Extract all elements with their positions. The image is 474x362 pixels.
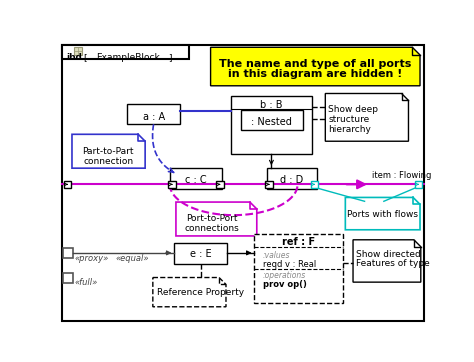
Text: Features of type: Features of type bbox=[356, 259, 430, 268]
Bar bbox=[62, 45, 189, 59]
Text: prov op(): prov op() bbox=[263, 280, 307, 289]
Polygon shape bbox=[72, 134, 145, 168]
Bar bbox=[73, 47, 82, 55]
Text: Port-to-Port: Port-to-Port bbox=[186, 214, 238, 223]
Polygon shape bbox=[346, 197, 420, 230]
Text: d : D: d : D bbox=[280, 175, 303, 185]
Text: ExampleBlock: ExampleBlock bbox=[96, 54, 160, 63]
Bar bbox=[63, 248, 73, 258]
Text: ref : F: ref : F bbox=[282, 237, 315, 247]
Text: b : B: b : B bbox=[260, 100, 283, 110]
Bar bbox=[174, 243, 227, 264]
Text: Reference Property: Reference Property bbox=[157, 288, 244, 297]
Polygon shape bbox=[353, 240, 421, 282]
Text: c : C: c : C bbox=[185, 175, 207, 185]
Bar bbox=[216, 181, 224, 188]
Bar bbox=[255, 233, 343, 303]
Text: connection: connection bbox=[83, 157, 133, 167]
Bar bbox=[170, 168, 222, 189]
Text: e : E: e : E bbox=[190, 249, 211, 260]
Polygon shape bbox=[153, 278, 226, 307]
Text: ]: ] bbox=[169, 54, 172, 63]
Text: :operations: :operations bbox=[263, 272, 306, 280]
Text: Ports with flows: Ports with flows bbox=[347, 210, 418, 219]
Text: hierarchy: hierarchy bbox=[328, 125, 371, 134]
Bar bbox=[63, 273, 73, 283]
Bar bbox=[64, 181, 71, 188]
Text: [: [ bbox=[83, 54, 87, 63]
Text: Show directed: Show directed bbox=[356, 250, 421, 259]
Text: : Nested: : Nested bbox=[251, 117, 292, 127]
Bar bbox=[267, 168, 317, 189]
Bar bbox=[415, 181, 422, 188]
Text: reqd v : Real: reqd v : Real bbox=[263, 260, 316, 269]
Text: The name and type of all ports: The name and type of all ports bbox=[219, 59, 411, 69]
Text: ibd: ibd bbox=[66, 54, 82, 63]
Bar bbox=[241, 110, 303, 130]
Text: «equal»: «equal» bbox=[116, 254, 149, 264]
Bar bbox=[128, 104, 180, 124]
Text: in this diagram are hidden !: in this diagram are hidden ! bbox=[228, 69, 402, 79]
Text: Part-to-Part: Part-to-Part bbox=[82, 147, 134, 156]
Text: Show deep: Show deep bbox=[328, 105, 378, 114]
Bar bbox=[265, 181, 273, 188]
Text: a : A: a : A bbox=[143, 111, 164, 122]
Text: connections: connections bbox=[185, 224, 239, 233]
Text: :values: :values bbox=[263, 251, 291, 260]
Bar bbox=[168, 181, 176, 188]
Text: «proxy»: «proxy» bbox=[74, 254, 109, 264]
Text: item : Flowing: item : Flowing bbox=[372, 171, 432, 180]
Polygon shape bbox=[176, 202, 257, 236]
Polygon shape bbox=[325, 93, 409, 141]
Bar bbox=[310, 181, 319, 188]
Polygon shape bbox=[210, 47, 420, 86]
Text: structure: structure bbox=[328, 115, 370, 124]
Bar bbox=[231, 96, 312, 153]
Text: «full»: «full» bbox=[74, 278, 98, 287]
